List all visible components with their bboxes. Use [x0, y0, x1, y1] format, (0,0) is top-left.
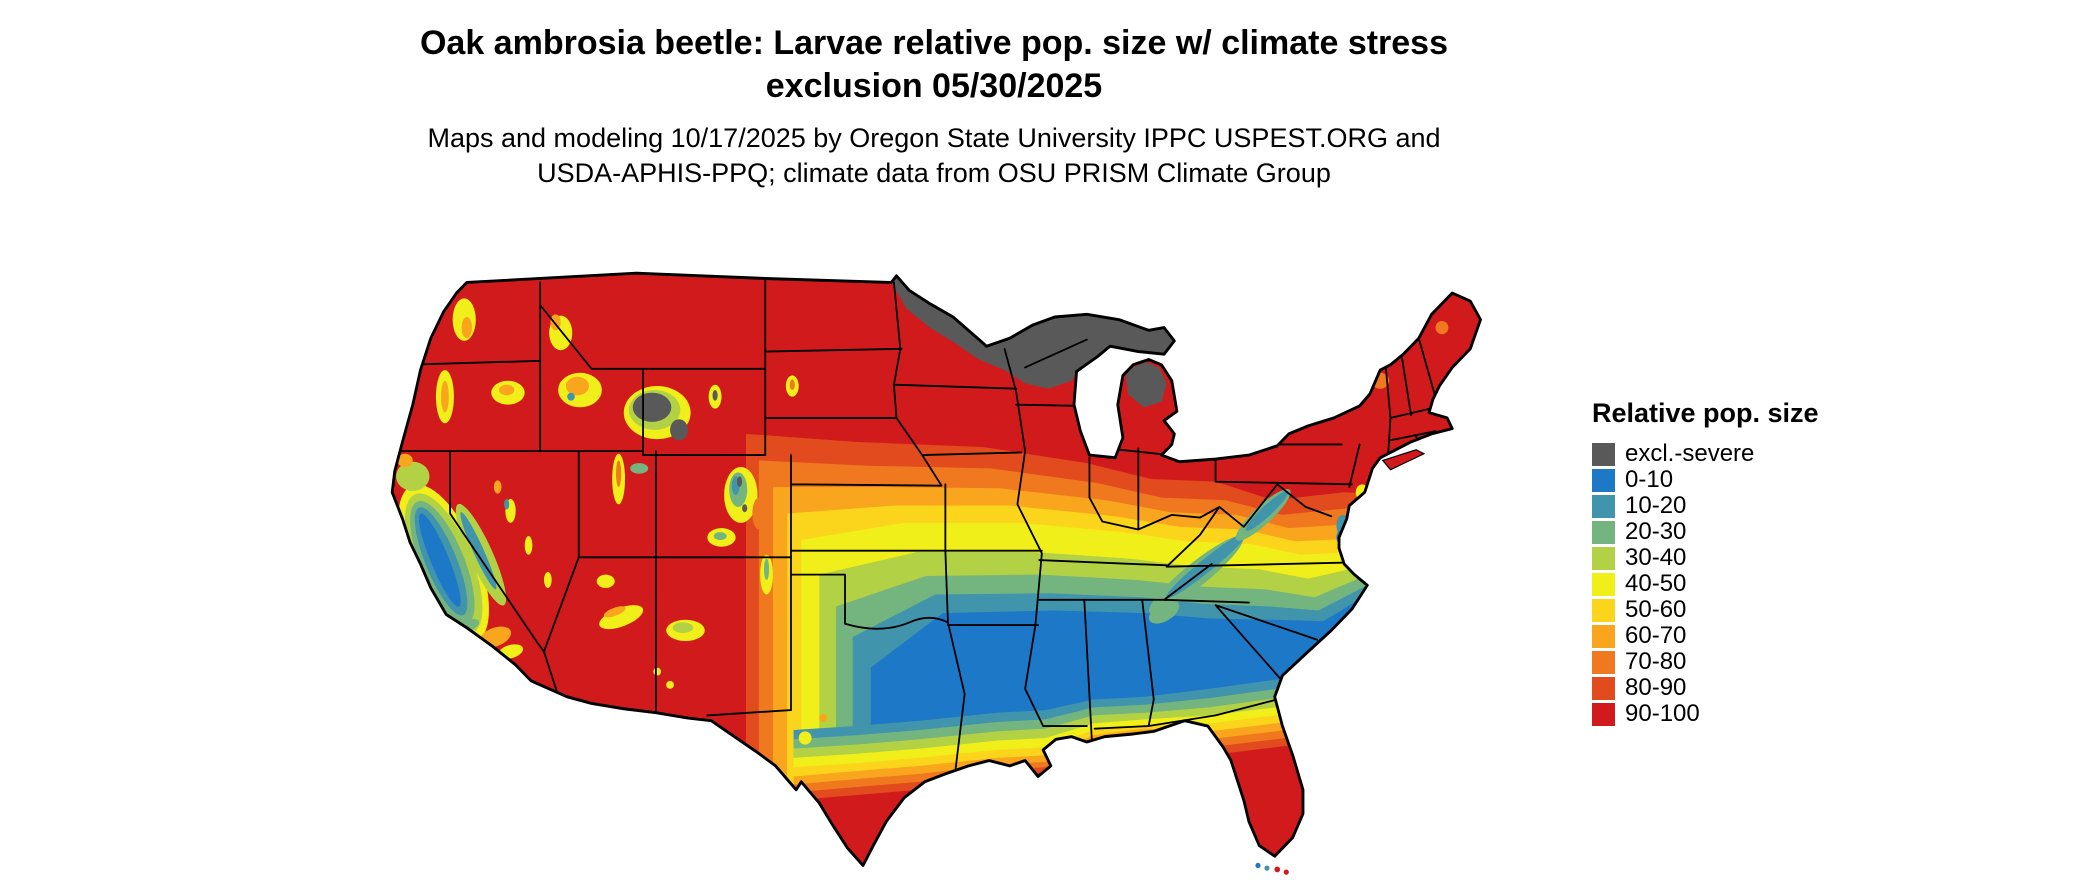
legend-swatch	[1592, 572, 1615, 596]
legend-label: 80-90	[1625, 674, 1687, 701]
title-line-2: exclusion 05/30/2025	[765, 66, 1103, 105]
legend-item: 50-60	[1592, 597, 1819, 623]
legend-swatch	[1592, 442, 1615, 466]
legend-swatch	[1592, 468, 1615, 492]
legend-item: 60-70	[1592, 623, 1819, 649]
state-borders	[392, 278, 1438, 770]
page-subtitle: Maps and modeling 10/17/2025 by Oregon S…	[0, 121, 1868, 191]
legend-item: excl.-severe	[1592, 441, 1819, 467]
legend-label: excl.-severe	[1625, 440, 1755, 467]
florida-keys	[1255, 862, 1289, 875]
legend-swatch	[1592, 702, 1615, 726]
legend-swatch	[1592, 624, 1615, 648]
legend-label: 30-40	[1625, 544, 1687, 571]
legend-label: 0-10	[1625, 466, 1674, 493]
map-fill-layers	[392, 273, 1481, 866]
legend-label: 60-70	[1625, 622, 1687, 649]
us-climate-map	[315, 232, 1550, 896]
legend-item: 0-10	[1592, 467, 1819, 493]
legend-title: Relative pop. size	[1592, 398, 1819, 428]
legend-item: 20-30	[1592, 519, 1819, 545]
us-outline	[390, 271, 1482, 867]
legend-item: 40-50	[1592, 571, 1819, 597]
legend-swatch	[1592, 598, 1615, 622]
subtitle-line-1: Maps and modeling 10/17/2025 by Oregon S…	[427, 123, 1441, 153]
legend-item: 70-80	[1592, 649, 1819, 675]
page-title: Oak ambrosia beetle: Larvae relative pop…	[0, 22, 1868, 107]
legend-item: 10-20	[1592, 493, 1819, 519]
long-island	[1381, 449, 1426, 471]
legend-item: 90-100	[1592, 701, 1819, 727]
legend-item: 80-90	[1592, 675, 1819, 701]
legend-swatch	[1592, 650, 1615, 674]
legend-label: 20-30	[1625, 518, 1687, 545]
legend-swatch	[1592, 676, 1615, 700]
legend-item: 30-40	[1592, 545, 1819, 571]
header: Oak ambrosia beetle: Larvae relative pop…	[0, 22, 1868, 191]
subtitle-line-2: USDA-APHIS-PPQ; climate data from OSU PR…	[537, 158, 1331, 189]
legend-label: 10-20	[1625, 492, 1687, 519]
us-map-svg	[390, 271, 1482, 875]
legend-label: 90-100	[1625, 700, 1700, 727]
legend-label: 40-50	[1625, 570, 1687, 597]
legend-label: 50-60	[1625, 596, 1687, 623]
legend-swatch	[1592, 520, 1615, 544]
legend: Relative pop. size excl.-severe 0-10 10-…	[1592, 398, 1819, 727]
legend-swatch	[1592, 494, 1615, 518]
title-line-1: Oak ambrosia beetle: Larvae relative pop…	[419, 24, 1449, 62]
legend-swatch	[1592, 546, 1615, 570]
legend-label: 70-80	[1625, 648, 1687, 675]
